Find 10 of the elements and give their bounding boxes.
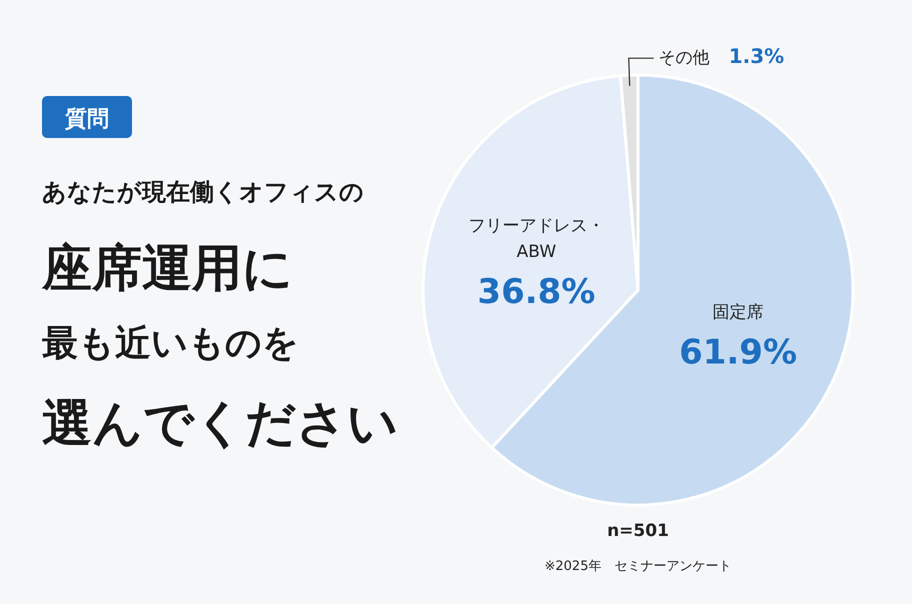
slice-label: フリーアドレス・ ABW [468,216,604,262]
data-label: 1.3% [728,44,784,68]
slice-label: その他 [658,48,710,68]
text: ※2025年 セミナーアンケート [544,559,732,574]
text: 質問 [64,106,109,132]
slice-label: 固定席 [712,302,764,322]
data-label: 61.9% [679,332,798,372]
chart-title: あなたが現在働くオフィスの座席運用に最も近いものを選んでください [42,178,398,452]
text: n=501 [607,521,669,541]
data-label: 36.8% [477,272,596,312]
